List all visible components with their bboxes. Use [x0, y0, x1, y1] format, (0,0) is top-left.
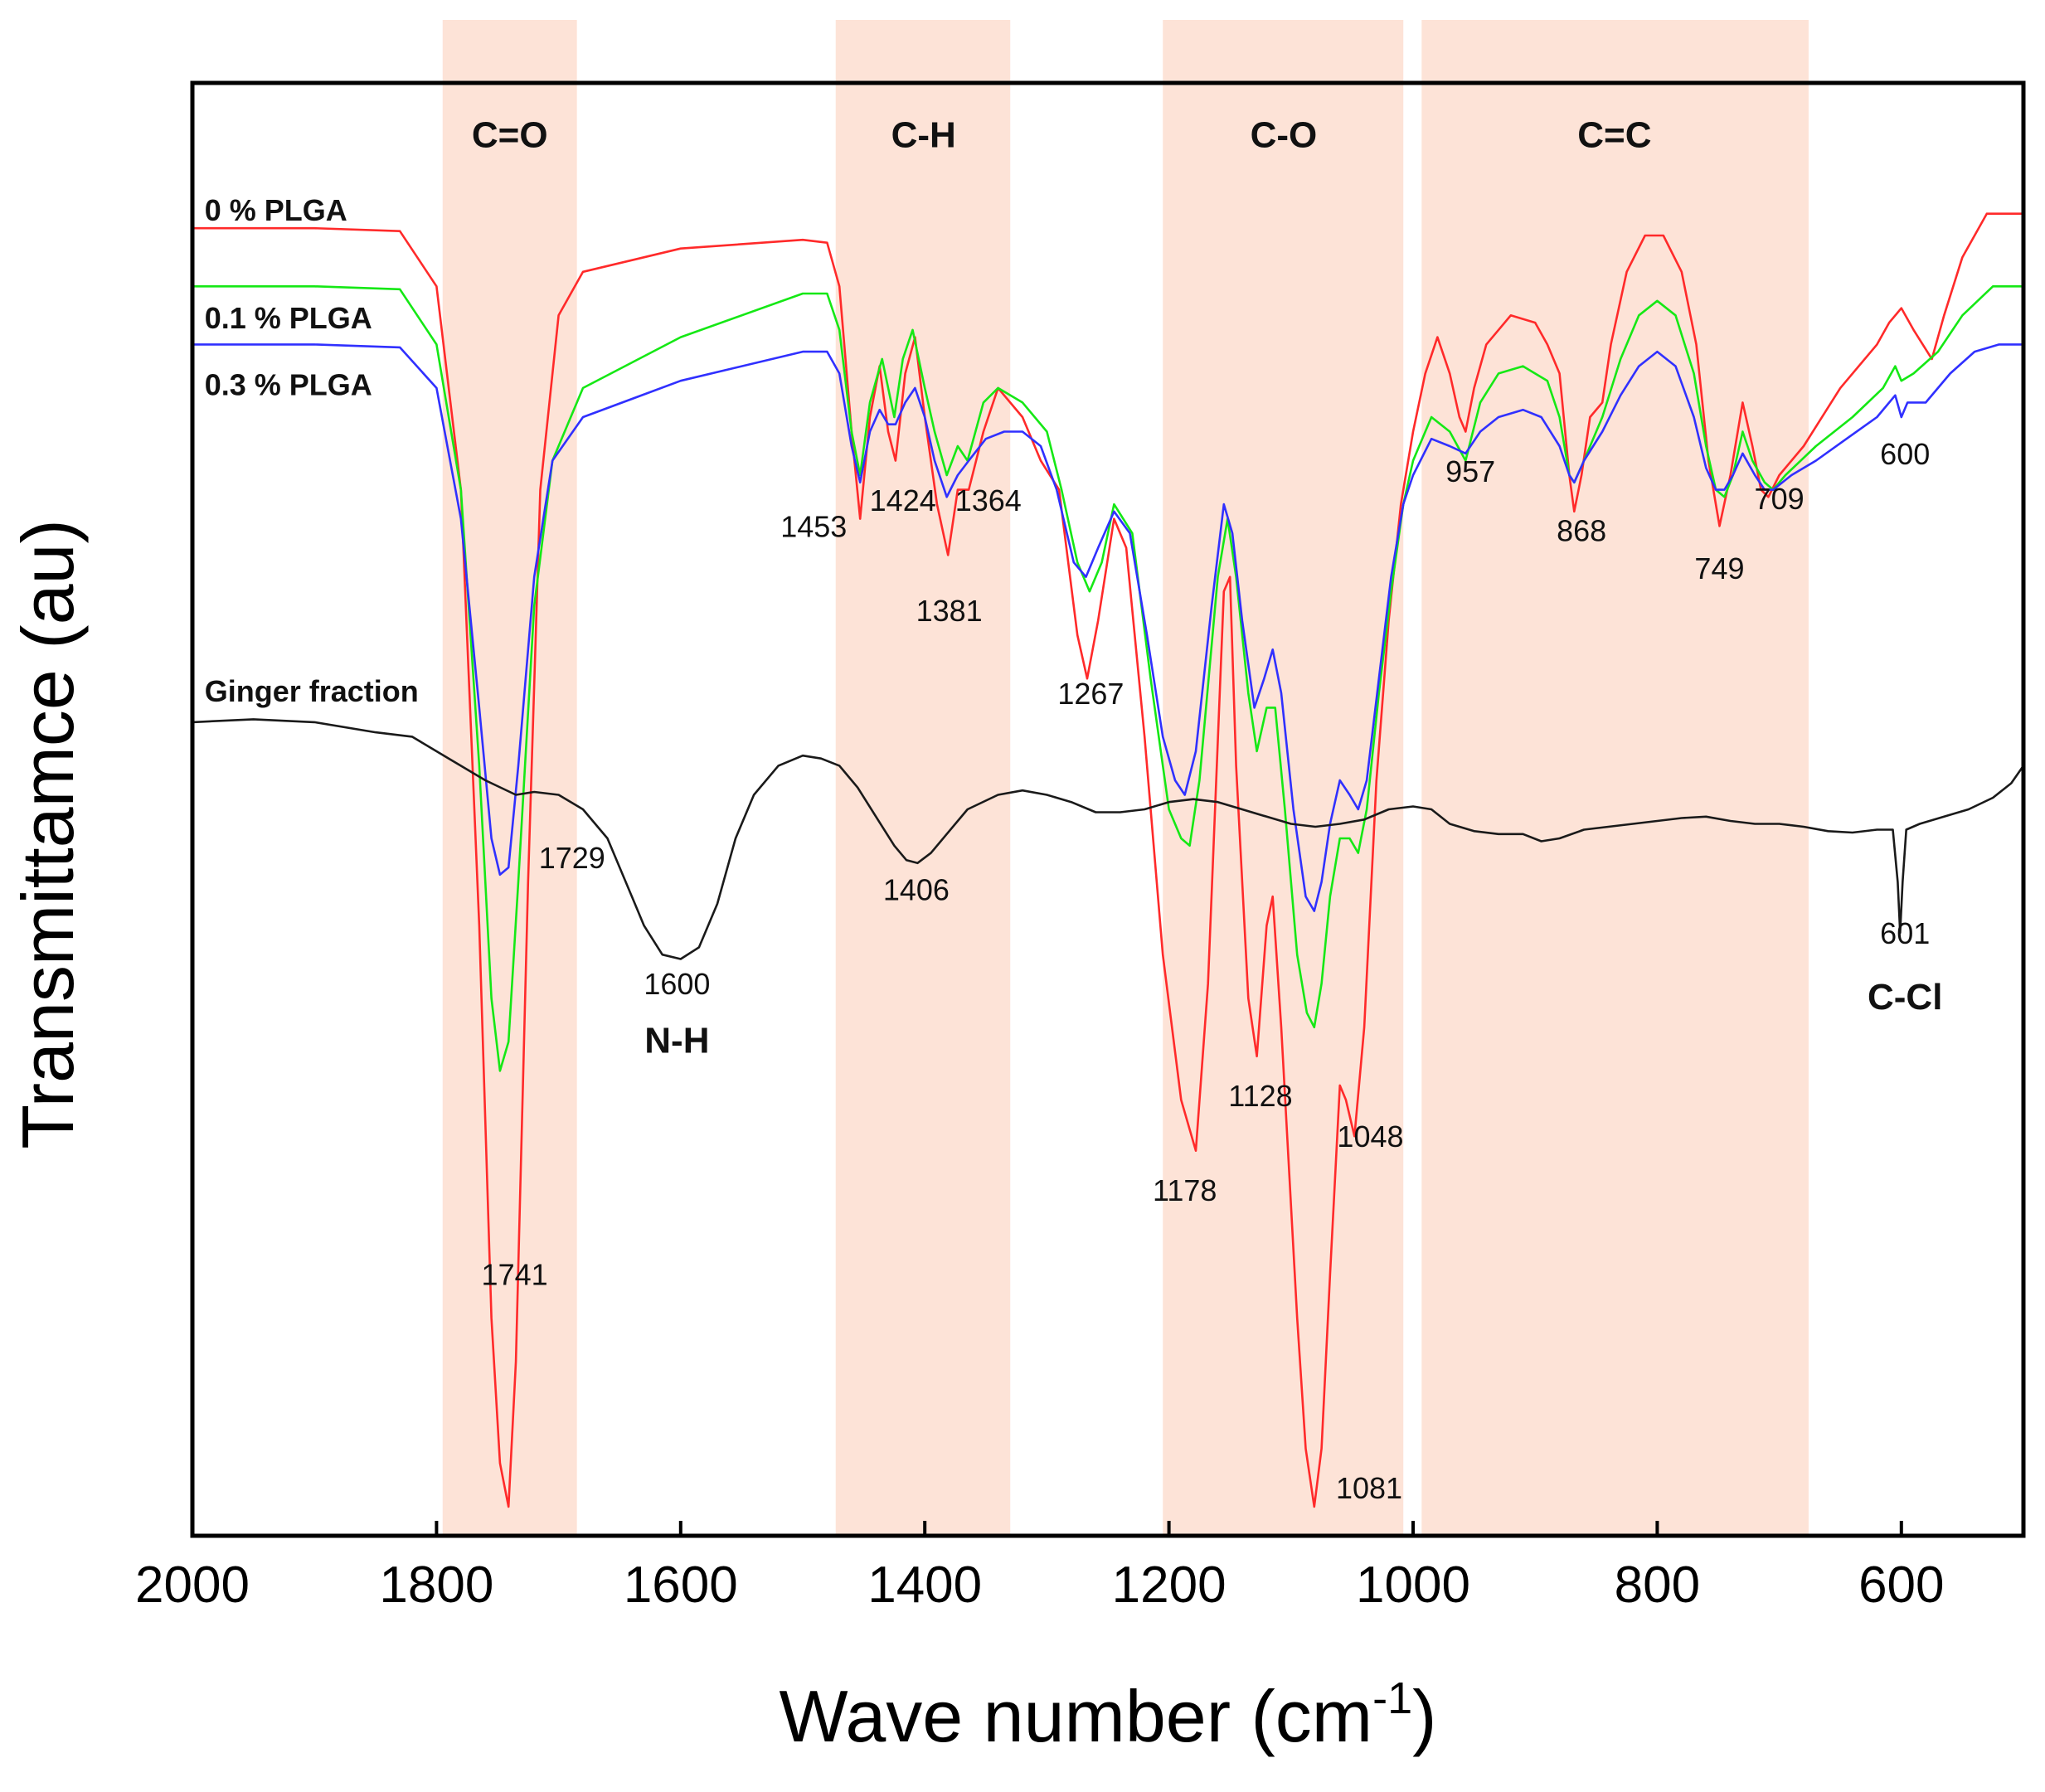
group-annotation: N-H [644, 1020, 709, 1061]
peak-label: 1128 [1228, 1079, 1292, 1113]
band-label: C=O [472, 114, 548, 155]
band-label: C=C [1577, 114, 1651, 155]
band-c-o [442, 20, 577, 1536]
group-annotation: C-Cl [1868, 977, 1942, 1017]
peak-label: 1406 [883, 872, 950, 906]
x-tick-label: 1800 [379, 1556, 493, 1614]
peak-label: 1424 [870, 483, 936, 517]
band-c-c [1421, 20, 1809, 1536]
peak-label: 1381 [916, 594, 983, 628]
series-line-ginger-fraction [191, 718, 2025, 960]
legend-label: 0.3 % PLGA [205, 367, 372, 401]
series-line-0-1-plga [191, 285, 2025, 1072]
band-c-h [835, 20, 1011, 1536]
band-label: C-H [891, 114, 956, 155]
x-tick-label: 800 [1615, 1556, 1700, 1614]
y-axis-title: Transmittamce (au) [7, 519, 89, 1149]
x-tick-label: 1600 [624, 1556, 738, 1614]
plot-frame [190, 80, 2026, 1538]
legend-label: 0.1 % PLGA [205, 301, 372, 335]
spectra-lines [191, 212, 2025, 1508]
x-tick-label: 1000 [1356, 1556, 1470, 1614]
legend-label: 0 % PLGA [205, 193, 347, 227]
peak-label: 1178 [1153, 1173, 1217, 1207]
peak-label: 1364 [955, 483, 1022, 517]
peak-label: 1600 [644, 967, 710, 1001]
x-axis-title: Wave number (cm-1) [780, 1673, 1437, 1757]
peak-label: 957 [1445, 454, 1495, 488]
x-tick-label: 2000 [135, 1556, 250, 1614]
peak-label: 601 [1880, 916, 1930, 950]
peak-label: 1048 [1337, 1119, 1403, 1153]
peak-label: 709 [1755, 482, 1805, 516]
peak-label: 1267 [1057, 677, 1124, 711]
band-highlights [442, 20, 1809, 1536]
peak-label: 1453 [780, 509, 847, 543]
peak-label: 1081 [1336, 1471, 1402, 1505]
chart-labels: C=O C-H C-O C=C 0 % PLGA 0.1 % PLGA 0.3 % PLGA… [205, 114, 1943, 1505]
band-label: C-O [1251, 114, 1318, 155]
band-c-o [1163, 20, 1404, 1536]
x-axis-title-superscript: -1 [1372, 1673, 1412, 1723]
x-tick-label: 1200 [1112, 1556, 1227, 1614]
x-axis: 2000 1800 1600 1400 1200 1000 800 600 [135, 1521, 1945, 1614]
peak-label: 1741 [482, 1258, 548, 1292]
peak-label: 868 [1557, 514, 1606, 548]
series-line-0-3-plga [191, 343, 2025, 912]
x-tick-label: 1400 [867, 1556, 982, 1614]
legend-label: Ginger fraction [205, 674, 419, 708]
peak-label: 600 [1880, 437, 1930, 471]
peak-label: 1729 [539, 841, 605, 875]
x-tick-label: 600 [1858, 1556, 1944, 1614]
peak-label: 749 [1694, 551, 1744, 585]
